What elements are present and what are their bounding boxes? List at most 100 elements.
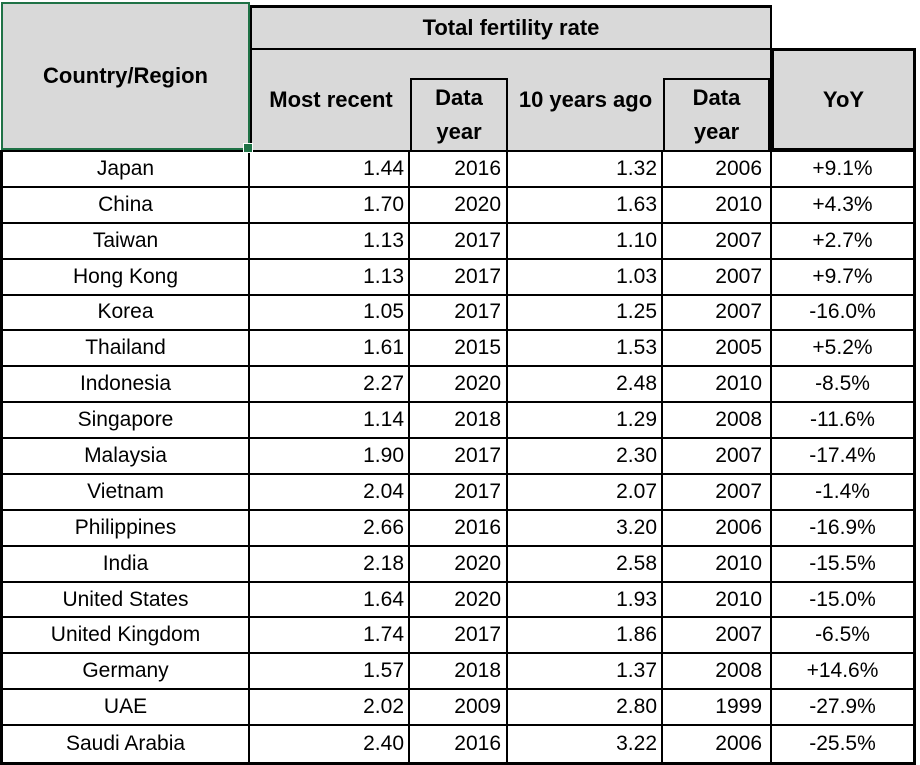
cell-data-year-past[interactable]: 1999 [663,690,772,727]
cell-most-recent-tfr[interactable]: 1.57 [250,654,410,691]
cell-data-year-recent[interactable]: 2020 [410,187,508,224]
cell-most-recent-tfr[interactable]: 1.14 [250,403,410,440]
cell-most-recent-tfr[interactable]: 1.74 [250,618,410,655]
cell-country[interactable]: United Kingdom [3,618,250,655]
cell-tfr-10-years-ago[interactable]: 3.20 [508,510,663,547]
cell-data-year-recent[interactable]: 2009 [410,690,508,727]
cell-country[interactable]: United States [3,582,250,619]
cell-data-year-past[interactable]: 2007 [663,439,772,475]
cell-country[interactable]: Japan [3,152,250,188]
cell-data-year-past[interactable]: 2007 [663,474,772,511]
cell-yoy-change[interactable]: -11.6% [772,403,913,440]
cell-tfr-10-years-ago[interactable]: 2.48 [508,367,663,404]
cell-data-year-past[interactable]: 2007 [663,223,772,260]
cell-most-recent-tfr[interactable]: 2.04 [250,474,410,511]
cell-data-year-past[interactable]: 2008 [663,403,772,440]
cell-tfr-10-years-ago[interactable]: 1.63 [508,187,663,224]
cell-most-recent-tfr[interactable]: 2.27 [250,367,410,404]
cell-most-recent-tfr[interactable]: 1.90 [250,439,410,475]
cell-country[interactable]: UAE [3,690,250,727]
cell-data-year-past[interactable]: 2010 [663,367,772,404]
cell-data-year-past[interactable]: 2010 [663,582,772,619]
cell-data-year-past[interactable]: 2007 [663,295,772,332]
cell-data-year-recent[interactable]: 2017 [410,259,508,296]
header-cell-data-year-past[interactable]: Data year [663,78,770,150]
cell-data-year-recent[interactable]: 2017 [410,439,508,475]
header-cell-data-year-recent[interactable]: Data year [410,78,508,150]
cell-yoy-change[interactable]: +9.7% [772,260,913,296]
cell-data-year-past[interactable]: 2007 [663,259,772,296]
cell-country[interactable]: Hong Kong [3,259,250,296]
cell-data-year-recent[interactable]: 2020 [410,367,508,404]
cell-most-recent-tfr[interactable]: 2.66 [250,510,410,547]
cell-data-year-recent[interactable]: 2017 [410,474,508,511]
cell-yoy-change[interactable]: -16.9% [772,511,913,547]
cell-country[interactable]: India [3,546,250,583]
cell-tfr-10-years-ago[interactable]: 3.22 [508,726,663,762]
cell-data-year-recent[interactable]: 2017 [410,295,508,332]
cell-data-year-recent[interactable]: 2018 [410,403,508,440]
cell-yoy-change[interactable]: +4.3% [772,188,913,224]
cell-most-recent-tfr[interactable]: 1.61 [250,331,410,368]
cell-yoy-change[interactable]: -27.9% [772,690,913,727]
cell-tfr-10-years-ago[interactable]: 1.10 [508,223,663,260]
cell-most-recent-tfr[interactable]: 1.64 [250,582,410,619]
cell-data-year-past[interactable]: 2010 [663,187,772,224]
cell-data-year-recent[interactable]: 2015 [410,331,508,368]
cell-tfr-10-years-ago[interactable]: 2.80 [508,690,663,727]
cell-tfr-10-years-ago[interactable]: 1.53 [508,331,663,368]
header-cell-most-recent[interactable]: Most recent [252,50,410,150]
cell-country[interactable]: Singapore [3,403,250,440]
cell-data-year-recent[interactable]: 2017 [410,223,508,260]
cell-yoy-change[interactable]: +9.1% [772,152,913,188]
cell-most-recent-tfr[interactable]: 2.40 [250,726,410,762]
cell-tfr-10-years-ago[interactable]: 2.58 [508,546,663,583]
cell-tfr-10-years-ago[interactable]: 1.29 [508,403,663,440]
header-cell-yoy[interactable]: YoY [772,48,916,150]
cell-data-year-past[interactable]: 2008 [663,654,772,691]
cell-yoy-change[interactable]: -15.5% [772,547,913,583]
cell-yoy-change[interactable]: +5.2% [772,331,913,368]
cell-tfr-10-years-ago[interactable]: 1.32 [508,152,663,188]
cell-tfr-10-years-ago[interactable]: 1.86 [508,618,663,655]
cell-country[interactable]: Vietnam [3,474,250,511]
cell-country[interactable]: Germany [3,654,250,691]
cell-yoy-change[interactable]: -16.0% [772,296,913,332]
cell-data-year-recent[interactable]: 2016 [410,726,508,762]
cell-tfr-10-years-ago[interactable]: 2.30 [508,439,663,475]
cell-data-year-recent[interactable]: 2018 [410,654,508,691]
cell-country[interactable]: Taiwan [3,223,250,260]
header-cell-10-years-ago[interactable]: 10 years ago [508,50,663,150]
cell-data-year-recent[interactable]: 2016 [410,152,508,188]
header-cell-country-region[interactable]: Country/Region [1,2,253,153]
cell-data-year-recent[interactable]: 2020 [410,582,508,619]
cell-yoy-change[interactable]: -6.5% [772,618,913,655]
cell-data-year-past[interactable]: 2006 [663,510,772,547]
cell-tfr-10-years-ago[interactable]: 1.93 [508,582,663,619]
cell-tfr-10-years-ago[interactable]: 1.25 [508,295,663,332]
cell-data-year-past[interactable]: 2006 [663,152,772,188]
cell-yoy-change[interactable]: -25.5% [809,732,876,756]
cell-most-recent-tfr[interactable]: 2.18 [250,546,410,583]
cell-most-recent-tfr[interactable]: 1.05 [250,295,410,332]
cell-yoy-change[interactable]: -1.4% [772,475,913,511]
header-cell-total-fertility-rate[interactable]: Total fertility rate [250,5,772,50]
cell-country[interactable]: Saudi Arabia [3,726,250,762]
cell-country[interactable]: Korea [3,295,250,332]
cell-data-year-past[interactable]: 2005 [663,331,772,368]
cell-yoy-change[interactable]: -17.4% [772,439,913,475]
cell-data-year-recent[interactable]: 2020 [410,546,508,583]
cell-yoy-change[interactable]: +14.6% [772,654,913,691]
cell-most-recent-tfr[interactable]: 1.13 [250,223,410,260]
cell-country[interactable]: Malaysia [3,439,250,475]
cell-yoy-change[interactable]: -8.5% [772,367,913,404]
cell-tfr-10-years-ago[interactable]: 1.03 [508,259,663,296]
cell-country[interactable]: China [3,187,250,224]
cell-data-year-past[interactable]: 2010 [663,546,772,583]
cell-data-year-past[interactable]: 2007 [663,618,772,655]
cell-data-year-past[interactable]: 2006 [663,726,772,762]
cell-most-recent-tfr[interactable]: 1.70 [250,187,410,224]
cell-data-year-recent[interactable]: 2017 [410,618,508,655]
cell-yoy-change[interactable]: +2.7% [772,224,913,260]
cell-yoy-change[interactable]: -15.0% [772,583,913,619]
